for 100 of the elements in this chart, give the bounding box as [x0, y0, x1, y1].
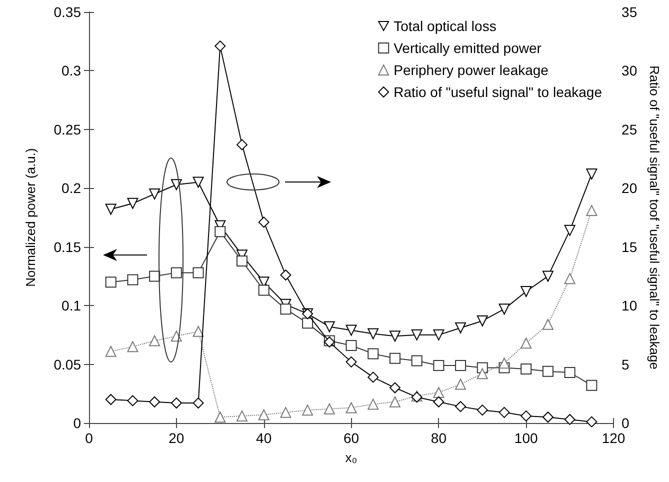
point: [455, 401, 466, 412]
point: [236, 139, 248, 150]
point: [411, 355, 422, 366]
point: [214, 412, 226, 423]
point: [127, 341, 138, 352]
point: [192, 267, 204, 278]
point: [476, 315, 488, 326]
point: [149, 396, 160, 408]
x-tick-label: 40: [256, 430, 272, 446]
point: [498, 406, 510, 418]
point: [236, 255, 248, 266]
point: [346, 340, 357, 351]
point: [542, 412, 554, 423]
point: [346, 356, 357, 368]
point: [564, 273, 576, 284]
point: [170, 267, 182, 278]
legend-label: Total optical loss: [394, 18, 496, 34]
point: [149, 335, 160, 346]
point: [542, 366, 554, 377]
point: [368, 348, 379, 360]
point: [346, 324, 357, 336]
x-tick-label: 120: [602, 430, 626, 446]
point: [586, 168, 598, 180]
point: [346, 402, 357, 414]
point: [127, 274, 138, 286]
point: [105, 276, 116, 288]
y-tick-label: 0.25: [54, 121, 82, 138]
legend-label: Vertically emitted power: [394, 40, 542, 56]
point: [192, 176, 204, 188]
point: [149, 270, 160, 282]
y-tick-label: 0.2: [62, 180, 82, 196]
x-tick-label: 0: [85, 430, 94, 446]
y2-tick-label: 25: [622, 121, 638, 138]
point: [564, 414, 576, 425]
y2-tick-label: 10: [622, 298, 638, 314]
point: [520, 286, 532, 297]
point: [433, 396, 444, 408]
y2-tick-label: 15: [622, 238, 638, 255]
point: [258, 284, 270, 296]
point: [214, 40, 226, 52]
point: [564, 367, 576, 378]
point: [302, 404, 314, 416]
point: [258, 409, 270, 420]
legend-label: Ratio of "useful signal" to leakage: [394, 84, 602, 100]
y-tick-label: 0.35: [54, 4, 82, 20]
point: [368, 398, 379, 410]
point: [586, 416, 598, 428]
point: [280, 304, 292, 315]
x-tick-label: 100: [514, 430, 538, 446]
y-tick-label: 0.05: [54, 356, 82, 372]
point: [192, 398, 204, 409]
point: [214, 226, 226, 238]
point: [324, 403, 335, 414]
x-tick-label: 60: [343, 430, 360, 446]
point: [280, 406, 292, 418]
point: [433, 360, 444, 371]
point: [280, 270, 292, 281]
point: [368, 372, 379, 383]
y2-tick-label: 20: [622, 180, 638, 196]
x-tick-label: 20: [168, 430, 184, 446]
y2-tick-label: 35: [622, 4, 638, 20]
point: [411, 329, 422, 340]
point: [389, 352, 400, 364]
point: [542, 270, 554, 282]
point: [324, 321, 335, 332]
point: [258, 216, 270, 228]
point: [476, 368, 488, 380]
point: [149, 188, 160, 200]
point: [520, 363, 532, 374]
point: [520, 410, 532, 422]
point: [433, 386, 444, 398]
point: [389, 382, 400, 394]
point: [389, 396, 400, 408]
point: [564, 224, 576, 236]
point: [455, 378, 466, 390]
point: [498, 358, 510, 369]
point: [586, 204, 598, 216]
point: [127, 198, 138, 209]
y-tick-label: 0.3: [62, 62, 82, 79]
y2-tick-label: 30: [622, 62, 638, 79]
point: [476, 404, 488, 416]
point: [455, 322, 466, 334]
point: [105, 394, 116, 406]
point: [127, 395, 138, 406]
point: [368, 328, 379, 340]
y2-axis-title: Ratio of "useful signal" toof "useful signal" to leakage: [647, 66, 662, 370]
point: [302, 318, 314, 329]
point: [455, 360, 466, 371]
point: [105, 204, 116, 215]
point: [433, 329, 444, 340]
y-tick-label: 0: [73, 415, 82, 431]
point: [542, 318, 554, 330]
point: [170, 330, 182, 342]
x-tick-label: 80: [430, 430, 447, 446]
point: [170, 179, 182, 190]
point: [389, 330, 400, 342]
y2-tick-label: 5: [622, 356, 630, 372]
y-tick-label: 0.15: [54, 238, 82, 255]
point: [170, 398, 182, 409]
point: [520, 338, 532, 349]
